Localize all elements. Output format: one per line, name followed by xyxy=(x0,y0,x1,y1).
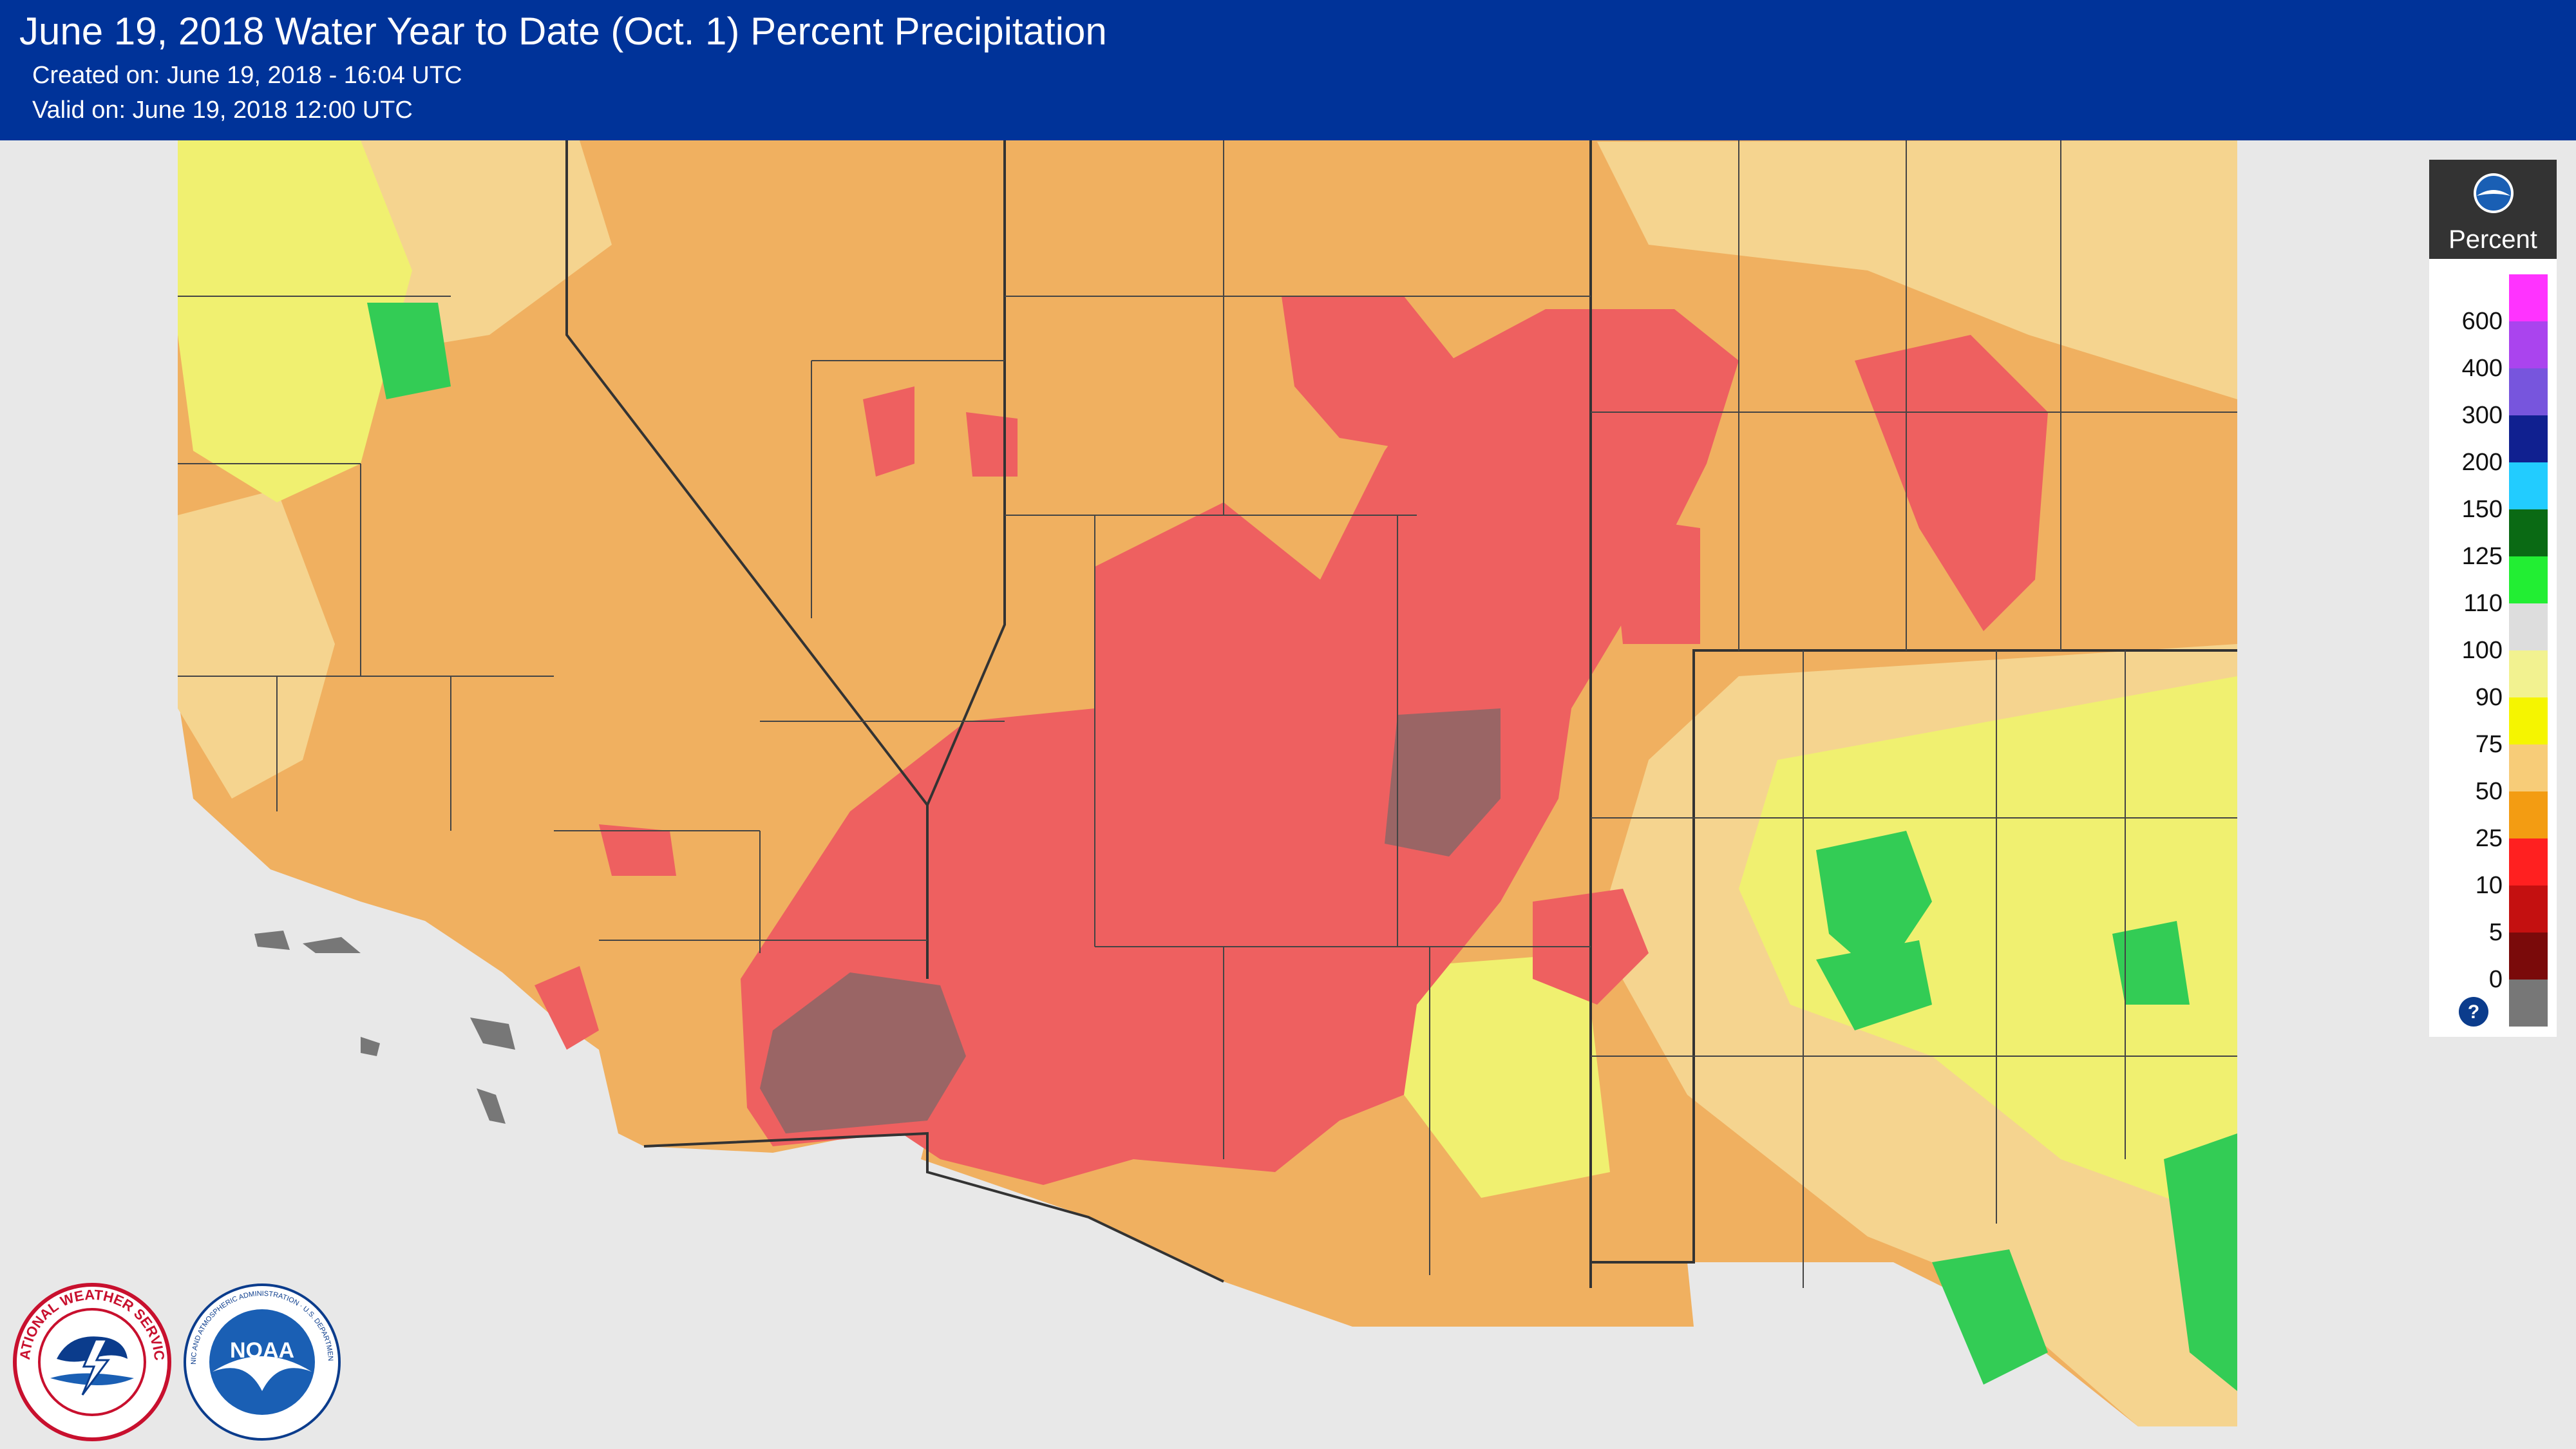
near-normal-region-north-east xyxy=(1597,140,2237,399)
legend-label: 600 xyxy=(2461,308,2503,335)
legend-label: 0 xyxy=(2488,966,2503,993)
legend-title: Percent xyxy=(2448,225,2537,254)
legend-swatch xyxy=(2509,886,2548,933)
legend-swatch xyxy=(2509,791,2548,838)
dry-region-core xyxy=(741,309,1739,1185)
noaa-logo: NOAA NATIONAL OCEANIC AND ATMOSPHERIC AD… xyxy=(182,1282,341,1441)
legend-swatch xyxy=(2509,744,2548,791)
legend-swatch xyxy=(2509,415,2548,462)
dry-region-coastal xyxy=(535,824,676,1050)
legend-swatch xyxy=(2509,462,2548,509)
legend-swatch xyxy=(2509,274,2548,321)
wet-region-east xyxy=(1739,676,2237,1224)
wet-green-region xyxy=(367,303,2237,1391)
created-timestamp: Created on: June 19, 2018 - 16:04 UTC xyxy=(32,62,462,89)
legend-swatch xyxy=(2509,321,2548,368)
state-border-ca-nv xyxy=(565,140,929,979)
legend-label: 400 xyxy=(2461,355,2503,382)
legend-swatch xyxy=(2509,368,2548,415)
legend-swatch xyxy=(2509,933,2548,980)
map-title: June 19, 2018 Water Year to Date (Oct. 1… xyxy=(19,10,1107,53)
legend-swatch xyxy=(2509,697,2548,744)
legend-colorbar: 600 400 300 200 150 125 110 100 90 75 50 25 10 5 0 xyxy=(2429,259,2557,1037)
legend-color-swatches xyxy=(2509,274,2548,1027)
near-normal-region-coast xyxy=(178,489,335,799)
legend-label: 5 xyxy=(2488,919,2503,946)
legend-label: 50 xyxy=(2475,778,2503,805)
state-border-ca-mexico xyxy=(643,1132,1224,1283)
valid-timestamp: Valid on: June 19, 2018 12:00 UTC xyxy=(32,97,413,124)
very-dry-region-central xyxy=(1385,708,1501,857)
map-header: June 19, 2018 Water Year to Date (Oct. 1… xyxy=(0,0,2576,140)
legend-header: Percent xyxy=(2429,160,2557,259)
legend-label: 25 xyxy=(2475,825,2503,852)
svg-text:NOAA: NOAA xyxy=(230,1338,294,1363)
question-icon[interactable]: ? xyxy=(2458,996,2490,1028)
wet-region-north xyxy=(178,140,412,502)
legend-swatch xyxy=(2509,980,2548,1027)
legend-label: 10 xyxy=(2475,872,2503,899)
legend-label: 150 xyxy=(2461,496,2503,523)
svg-text:?: ? xyxy=(2468,1001,2479,1023)
very-dry-region-southwest xyxy=(760,972,966,1133)
legend-label: 100 xyxy=(2461,637,2503,664)
channel-islands xyxy=(254,931,515,1124)
legend-swatch xyxy=(2509,603,2548,650)
legend-label: 110 xyxy=(2463,590,2503,617)
legend-label: 90 xyxy=(2475,684,2503,711)
precipitation-map[interactable] xyxy=(0,140,2576,1449)
state-border-nm-tx xyxy=(1591,649,2237,1264)
legend-label: 125 xyxy=(2461,543,2503,570)
legend-label: 300 xyxy=(2461,402,2503,429)
legend-label: 200 xyxy=(2461,449,2503,476)
wet-region-south xyxy=(1404,953,1610,1198)
nws-logo: NATIONAL WEATHER SERVICE xyxy=(12,1282,171,1441)
legend-swatch xyxy=(2509,509,2548,556)
county-borders xyxy=(178,140,2237,1288)
legend-swatch xyxy=(2509,650,2548,697)
state-border-nv-az xyxy=(926,140,1006,806)
legend-label: 75 xyxy=(2475,731,2503,758)
legend-swatch xyxy=(2509,838,2548,886)
noaa-logo-icon xyxy=(2474,173,2514,213)
legend-swatch xyxy=(2509,556,2548,603)
